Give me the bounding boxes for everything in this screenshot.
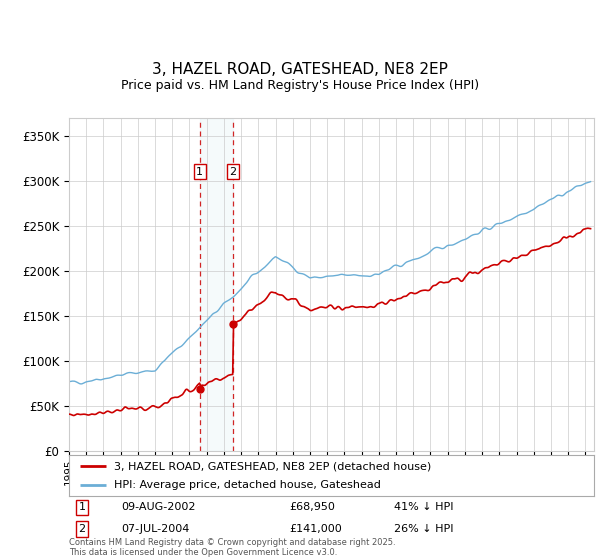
Text: £68,950: £68,950	[290, 502, 335, 512]
Text: 07-JUL-2004: 07-JUL-2004	[121, 524, 190, 534]
Text: 09-AUG-2002: 09-AUG-2002	[121, 502, 196, 512]
Text: 3, HAZEL ROAD, GATESHEAD, NE8 2EP: 3, HAZEL ROAD, GATESHEAD, NE8 2EP	[152, 63, 448, 77]
Text: HPI: Average price, detached house, Gateshead: HPI: Average price, detached house, Gate…	[113, 480, 380, 489]
Text: 41% ↓ HPI: 41% ↓ HPI	[395, 502, 454, 512]
Bar	[200, 118, 233, 451]
Text: 3, HAZEL ROAD, GATESHEAD, NE8 2EP (detached house): 3, HAZEL ROAD, GATESHEAD, NE8 2EP (detac…	[113, 461, 431, 471]
Text: 1: 1	[79, 502, 86, 512]
Text: £141,000: £141,000	[290, 524, 342, 534]
Text: Contains HM Land Registry data © Crown copyright and database right 2025.
This d: Contains HM Land Registry data © Crown c…	[69, 538, 395, 557]
Text: 1: 1	[196, 167, 203, 176]
Text: 2: 2	[229, 167, 236, 176]
Text: 2: 2	[79, 524, 86, 534]
Text: Price paid vs. HM Land Registry's House Price Index (HPI): Price paid vs. HM Land Registry's House …	[121, 78, 479, 92]
Text: 26% ↓ HPI: 26% ↓ HPI	[395, 524, 454, 534]
